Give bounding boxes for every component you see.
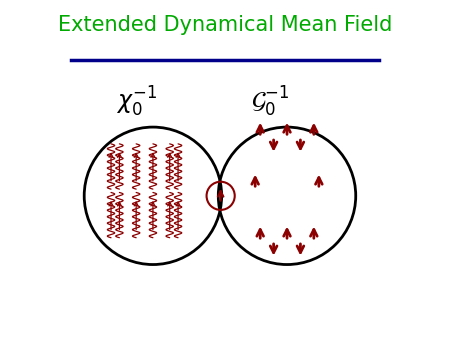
- Text: Extended Dynamical Mean Field: Extended Dynamical Mean Field: [58, 15, 392, 35]
- Text: $\mathcal{G}_0^{-1}$: $\mathcal{G}_0^{-1}$: [251, 85, 290, 119]
- Text: $\chi_0^{-1}$: $\chi_0^{-1}$: [116, 85, 157, 119]
